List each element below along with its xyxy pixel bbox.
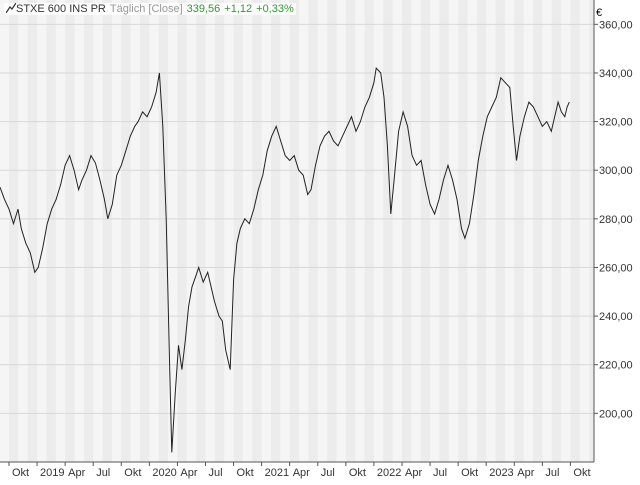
month-band	[476, 0, 487, 462]
currency-label: €	[596, 7, 602, 19]
month-band	[532, 0, 543, 462]
instrument-name: STXE 600 INS PR	[16, 3, 106, 15]
y-tick-label: 300,00	[599, 165, 633, 177]
month-band	[177, 0, 187, 462]
month-band	[514, 0, 524, 462]
y-tick-label: 260,00	[599, 262, 633, 274]
price-change-pct: +0,33%	[256, 3, 294, 15]
month-band	[214, 0, 225, 462]
chart-legend: STXE 600 INS PR Täglich [Close] 339,56 +1,1…	[4, 3, 296, 15]
month-band	[27, 0, 38, 462]
y-tick-label: 360,00	[599, 19, 633, 31]
x-tick-label: Okt	[349, 467, 366, 479]
month-band	[327, 0, 337, 462]
month-band	[121, 0, 131, 462]
month-band	[252, 0, 262, 462]
month-band	[158, 0, 169, 462]
month-band	[420, 0, 431, 462]
price-mode: Täglich [Close]	[109, 3, 183, 15]
month-band	[139, 0, 150, 462]
month-band	[102, 0, 112, 462]
last-price: 339,56	[186, 3, 221, 15]
y-tick-label: 340,00	[599, 68, 633, 80]
x-tick-label: Okt	[461, 467, 478, 479]
month-band	[8, 0, 19, 462]
x-tick-label: Jul	[545, 467, 559, 479]
y-tick-label: 200,00	[599, 408, 633, 420]
x-tick-label: 2019	[40, 467, 64, 479]
line-chart-icon	[6, 3, 16, 13]
x-tick-label: Apr	[517, 467, 534, 479]
series-line	[0, 67, 570, 453]
x-tick-label: Apr	[405, 467, 422, 479]
x-tick-label: Okt	[573, 467, 590, 479]
x-tick-label: Okt	[237, 467, 254, 479]
month-band	[345, 0, 356, 462]
x-tick-label: 2021	[265, 467, 289, 479]
month-band	[364, 0, 374, 462]
month-bands	[0, 0, 594, 462]
month-band	[270, 0, 281, 462]
month-band	[196, 0, 206, 462]
month-band	[46, 0, 56, 462]
month-band	[589, 0, 594, 462]
month-band	[401, 0, 412, 462]
x-tick-label: Apr	[180, 467, 197, 479]
x-tick-label: 2022	[377, 467, 401, 479]
x-tick-label: Jul	[208, 467, 222, 479]
x-tick-label: Okt	[124, 467, 141, 479]
month-band	[289, 0, 300, 462]
x-tick-label: Jul	[96, 467, 110, 479]
month-band	[551, 0, 562, 462]
x-axis-ticks: Okt 2019 Apr Jul Okt 2020 Apr Jul Okt 2021 Apr Jul O…	[8, 462, 591, 479]
y-tick-label: 280,00	[599, 214, 633, 226]
month-band	[308, 0, 318, 462]
x-tick-label: Jul	[321, 467, 335, 479]
x-tick-label: Jul	[433, 467, 447, 479]
month-band	[570, 0, 580, 462]
y-axis-ticks: 200,00 220,00 240,00 260,00 280,00 300,00 320,…	[594, 19, 633, 420]
month-band	[439, 0, 449, 462]
y-tick-label: 220,00	[599, 360, 633, 372]
x-tick-label: Apr	[293, 467, 310, 479]
y-tick-label: 320,00	[599, 117, 633, 129]
month-band	[65, 0, 75, 462]
y-tick-label: 240,00	[599, 311, 633, 323]
price-change: +1,12	[224, 3, 253, 15]
x-tick-label: Apr	[68, 467, 85, 479]
month-band	[83, 0, 94, 462]
gridlines	[0, 0, 595, 463]
x-tick-label: 2023	[489, 467, 513, 479]
month-band	[383, 0, 393, 462]
month-band	[495, 0, 505, 462]
x-tick-label: Okt	[12, 467, 29, 479]
month-band	[233, 0, 243, 462]
x-tick-label: 2020	[152, 467, 176, 479]
